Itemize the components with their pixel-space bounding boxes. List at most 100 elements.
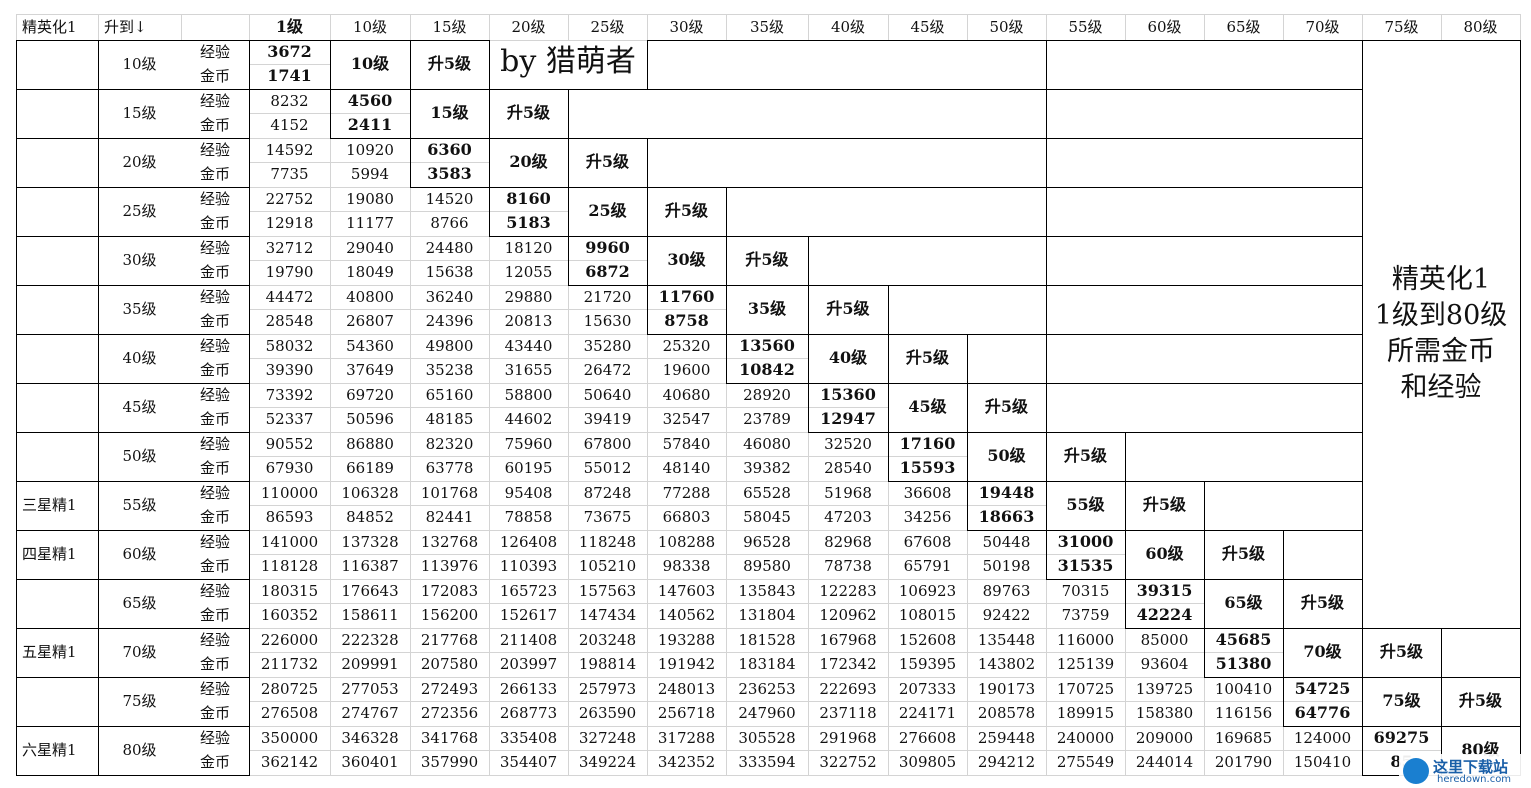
exp-value: 29040 — [346, 239, 394, 257]
exp-value: 32520 — [824, 435, 872, 453]
exp-value: 19080 — [346, 190, 394, 208]
exp-value: 106328 — [341, 484, 399, 502]
exp-value: 203248 — [578, 631, 637, 649]
exp-value: 116000 — [1056, 631, 1115, 649]
watermark: 这里下载站 heredown.com — [1399, 754, 1527, 788]
gold-value: 39390 — [265, 361, 314, 379]
column-header: 80级 — [1463, 18, 1498, 36]
credit: by 猎萌者 — [500, 44, 636, 79]
gold-value: 58045 — [743, 508, 791, 526]
gold-value: 92422 — [982, 606, 1031, 624]
row-level: 30级 — [122, 251, 157, 269]
gold-value: 93604 — [1140, 655, 1189, 673]
gold-value: 26807 — [346, 312, 394, 330]
gold-value: 110393 — [499, 557, 558, 575]
gold-value: 224171 — [898, 704, 957, 722]
column-header: 30级 — [669, 18, 704, 36]
gold-value: 360401 — [341, 753, 399, 771]
row-level: 10级 — [122, 55, 157, 73]
exp-value: 11760 — [658, 287, 715, 306]
exp-value: 57840 — [662, 435, 711, 453]
gold-value: 18049 — [346, 263, 394, 281]
exp-value: 95408 — [504, 484, 553, 502]
gold-value: 209991 — [341, 655, 399, 673]
exp-value: 36240 — [425, 288, 474, 306]
exp-value: 4560 — [347, 91, 393, 110]
empty-block — [1125, 432, 1363, 482]
exp-value: 172083 — [420, 582, 479, 600]
gold-value: 73675 — [583, 508, 632, 526]
gold-value: 152617 — [499, 606, 558, 624]
upgrade-label: 升5级 — [585, 152, 630, 171]
gold-value: 256718 — [657, 704, 716, 722]
column-header: 45级 — [910, 18, 945, 36]
exp-value: 101768 — [420, 484, 479, 502]
exp-value: 69720 — [346, 386, 394, 404]
exp-value: 22752 — [265, 190, 314, 208]
target-level: 20级 — [509, 152, 548, 171]
gold-value: 211732 — [260, 655, 319, 673]
gold-value: 354407 — [499, 753, 558, 771]
column-header: 35级 — [749, 18, 785, 36]
upgrade-label: 升5级 — [905, 348, 950, 367]
gold-label: 金币 — [199, 214, 230, 232]
exp-value: 50448 — [982, 533, 1031, 551]
gold-value: 35238 — [425, 361, 474, 379]
gold-value: 37649 — [346, 361, 394, 379]
group-label: 六星精1 — [22, 741, 77, 759]
exp-label: 经验 — [199, 582, 230, 600]
exp-value: 82320 — [425, 435, 474, 453]
exp-value: 277053 — [341, 680, 399, 698]
gold-value: 333594 — [738, 753, 796, 771]
exp-value: 209000 — [1135, 729, 1194, 747]
upgrade-label: 升5级 — [826, 299, 870, 318]
exp-value: 327248 — [578, 729, 637, 747]
exp-value: 50640 — [583, 386, 632, 404]
exp-value: 167968 — [819, 631, 877, 649]
gold-value: 208578 — [977, 704, 1036, 722]
gold-value: 50596 — [346, 410, 394, 428]
exp-label: 经验 — [199, 43, 230, 61]
exp-label: 经验 — [199, 92, 230, 110]
exp-value: 106923 — [898, 582, 957, 600]
note-line: 和经验 — [1400, 372, 1482, 403]
gold-value: 48185 — [425, 410, 474, 428]
gold-value: 23789 — [743, 410, 791, 428]
column-header: 75级 — [1384, 18, 1419, 36]
exp-value: 18120 — [504, 239, 553, 257]
gold-value: 272356 — [420, 704, 479, 722]
gold-value: 48140 — [662, 459, 711, 477]
target-level: 35级 — [747, 299, 787, 318]
exp-value: 135843 — [738, 582, 796, 600]
exp-value: 31000 — [1057, 532, 1114, 551]
group-cell — [16, 334, 99, 384]
exp-value: 46080 — [743, 435, 791, 453]
exp-value: 21720 — [583, 288, 632, 306]
gold-value: 294212 — [977, 753, 1036, 771]
exp-value: 87248 — [583, 484, 632, 502]
exp-value: 217768 — [420, 631, 479, 649]
upgrade-label: 升5级 — [1379, 642, 1424, 661]
gold-value: 5183 — [506, 213, 551, 232]
gold-value: 309805 — [898, 753, 957, 771]
gold-value: 78738 — [824, 557, 872, 575]
gold-value: 28540 — [824, 459, 872, 477]
exp-value: 14592 — [265, 141, 314, 159]
gold-value: 4152 — [270, 116, 309, 134]
gold-value: 42224 — [1136, 605, 1193, 624]
exp-value: 29880 — [504, 288, 553, 306]
gold-value: 159395 — [898, 655, 957, 673]
exp-label: 经验 — [199, 680, 230, 698]
gold-value: 116156 — [1214, 704, 1273, 722]
exp-value: 180315 — [260, 582, 319, 600]
exp-value: 152608 — [898, 631, 957, 649]
upgrade-label: 升5级 — [506, 103, 551, 122]
gold-value: 342352 — [657, 753, 716, 771]
gold-value: 64776 — [1294, 703, 1351, 722]
exp-value: 25320 — [662, 337, 711, 355]
row-level: 60级 — [122, 545, 157, 563]
empty-block — [1046, 138, 1363, 188]
exp-value: 8232 — [270, 92, 309, 110]
header-cell — [181, 14, 250, 41]
exp-label: 经验 — [199, 239, 230, 257]
